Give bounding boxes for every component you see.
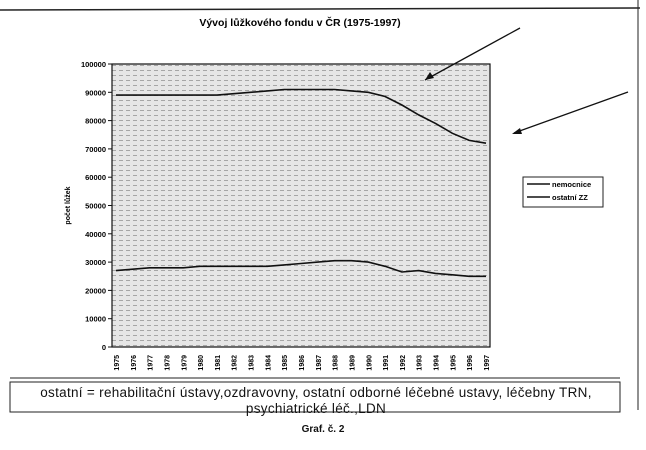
x-tick-label: 1980 [198,355,205,371]
x-tick-label: 1979 [181,355,188,371]
x-tick-label: 1986 [299,355,306,371]
y-tick-label: 100000 [81,60,106,69]
x-tick-label: 1997 [484,355,491,371]
chart-title: Vývoj lůžkového fondu v ČR (1975-1997) [199,16,400,29]
x-tick-label: 1989 [349,355,356,371]
x-tick-label: 1994 [434,355,441,371]
x-tick-label: 1977 [148,355,155,371]
arrow-head [425,72,434,80]
annotation-arrow [513,91,629,134]
arrow-head [512,128,522,134]
x-tick-label: 1984 [265,355,272,371]
legend-label: nemocnice [552,180,591,189]
x-tick-label: 1996 [467,355,474,371]
plot-texture [112,64,490,347]
y-tick-label: 60000 [85,173,106,182]
x-tick-label: 1993 [417,355,424,371]
y-tick-label: 80000 [85,117,106,126]
x-tick-label: 1985 [282,355,289,371]
y-tick-label: 90000 [85,88,106,97]
y-tick-label: 40000 [85,230,106,239]
top-rule [0,7,641,11]
x-tick-label: 1981 [215,355,222,371]
y-tick-label: 30000 [85,258,106,267]
footnote-box [9,381,621,413]
x-tick-label: 1988 [333,355,340,371]
series-line-0 [116,88,487,144]
x-tick-label: 1995 [450,355,457,371]
y-tick-label: 10000 [85,315,106,324]
x-tick-label: 1987 [316,355,323,371]
series-line-1 [115,259,486,278]
x-tick-label: 1983 [249,355,256,371]
legend [522,176,604,208]
x-tick-label: 1976 [131,355,138,371]
footnote: ostatní = rehabilitační ústavy,ozdravovn… [40,385,592,416]
x-tick-label: 1991 [383,355,390,371]
figure-caption: Graf. č. 2 [301,424,345,435]
annotation-arrow [424,27,521,81]
x-tick-label: 1982 [232,355,239,371]
x-tick-label: 1978 [164,355,171,371]
y-axis-label: počet lůžek [64,186,72,224]
x-tick-label: 1975 [114,355,121,371]
y-tick-label: 50000 [85,202,106,211]
x-tick-label: 1990 [366,355,373,371]
x-tick-label: 1992 [400,355,407,371]
y-tick-label: 20000 [85,286,106,295]
y-tick-label: 0 [102,343,106,352]
y-tick-label: 70000 [85,145,106,154]
legend-label: ostatní ZZ [552,193,588,202]
